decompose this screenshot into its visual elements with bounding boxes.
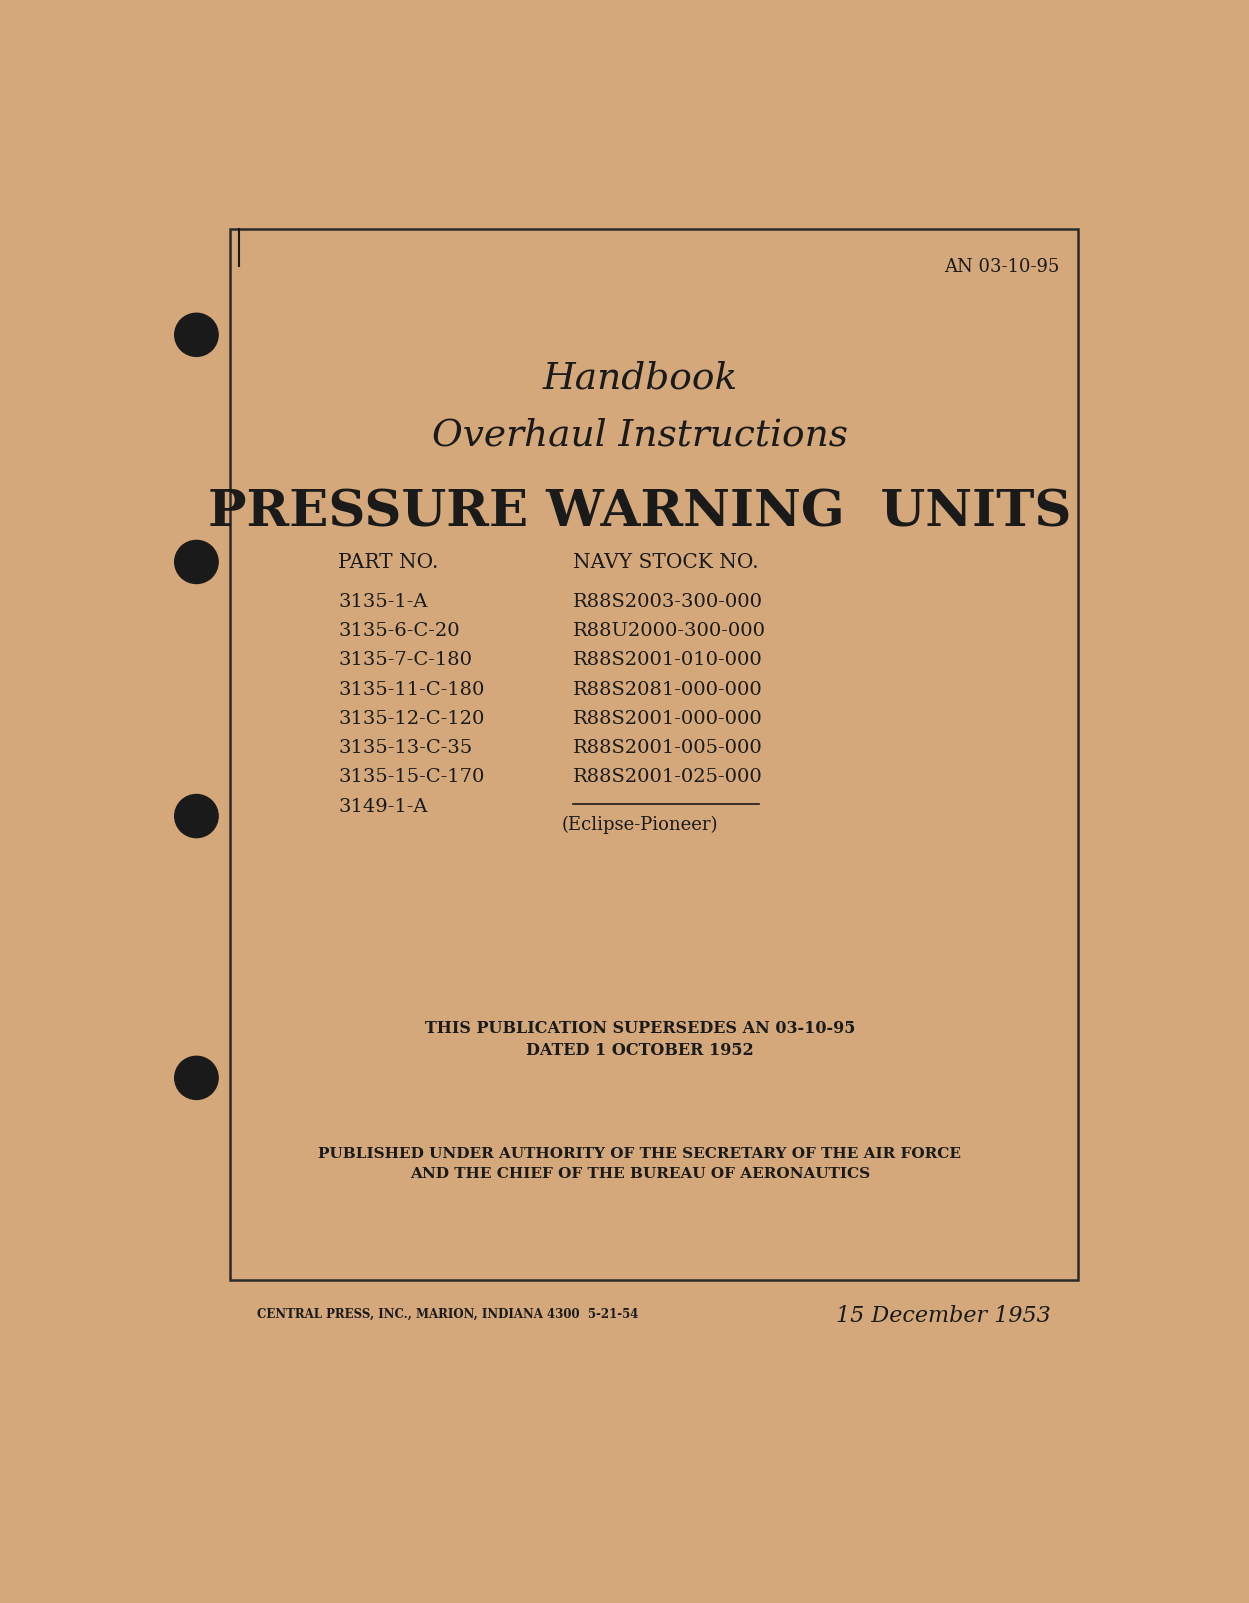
Text: 15 December 1953: 15 December 1953 [837,1305,1052,1327]
Text: R88U2000-300-000: R88U2000-300-000 [573,622,766,640]
Text: AND THE CHIEF OF THE BUREAU OF AERONAUTICS: AND THE CHIEF OF THE BUREAU OF AERONAUTI… [410,1167,869,1181]
Text: PRESSURE WARNING  UNITS: PRESSURE WARNING UNITS [209,489,1072,539]
Text: Handbook: Handbook [542,361,737,396]
Text: 3135-11-C-180: 3135-11-C-180 [338,681,485,699]
Text: DATED 1 OCTOBER 1952: DATED 1 OCTOBER 1952 [526,1042,753,1058]
Text: CENTRAL PRESS, INC., MARION, INDIANA 4300  5-21-54: CENTRAL PRESS, INC., MARION, INDIANA 430… [257,1308,638,1321]
Text: R88S2001-000-000: R88S2001-000-000 [573,710,763,728]
Text: R88S2001-025-000: R88S2001-025-000 [573,768,763,787]
Text: R88S2003-300-000: R88S2003-300-000 [573,593,763,611]
Text: R88S2001-010-000: R88S2001-010-000 [573,651,763,670]
Text: NAVY STOCK NO.: NAVY STOCK NO. [573,553,758,572]
Text: PUBLISHED UNDER AUTHORITY OF THE SECRETARY OF THE AIR FORCE: PUBLISHED UNDER AUTHORITY OF THE SECRETA… [318,1148,962,1161]
Text: Overhaul Instructions: Overhaul Instructions [432,417,848,454]
Text: 3135-7-C-180: 3135-7-C-180 [338,651,472,670]
Text: THIS PUBLICATION SUPERSEDES AN 03-10-95: THIS PUBLICATION SUPERSEDES AN 03-10-95 [425,1020,854,1037]
Text: 3135-1-A: 3135-1-A [338,593,427,611]
Text: 3135-15-C-170: 3135-15-C-170 [338,768,485,787]
Text: (Eclipse-Pioneer): (Eclipse-Pioneer) [562,816,718,834]
Text: R88S2081-000-000: R88S2081-000-000 [573,681,763,699]
Text: 3135-12-C-120: 3135-12-C-120 [338,710,485,728]
Circle shape [175,1056,219,1100]
Circle shape [175,795,219,838]
Text: AN 03-10-95: AN 03-10-95 [944,258,1059,276]
Text: 3135-6-C-20: 3135-6-C-20 [338,622,460,640]
Text: PART NO.: PART NO. [338,553,438,572]
Circle shape [175,540,219,583]
Text: R88S2001-005-000: R88S2001-005-000 [573,739,763,757]
Text: 3135-13-C-35: 3135-13-C-35 [338,739,472,757]
Text: 3149-1-A: 3149-1-A [338,798,427,816]
Circle shape [175,313,219,356]
Bar [230,229,1078,1281]
